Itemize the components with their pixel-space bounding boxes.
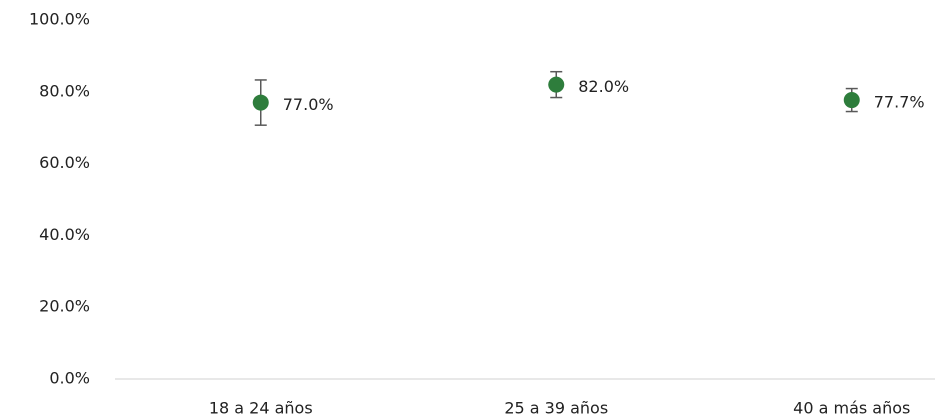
dot [548,76,565,93]
x-tick-label: 40 a más años [793,399,910,418]
y-tick-label: 40.0% [39,225,90,244]
y-tick-label: 80.0% [39,81,90,100]
y-tick-label: 20.0% [39,297,90,316]
y-tick-label: 60.0% [39,153,90,172]
y-tick-label: 100.0% [29,10,90,29]
x-tick-label: 18 a 24 años [209,399,313,418]
y-tick-label: 0.0% [49,369,90,388]
data-label: 82.0% [578,77,629,96]
data-label: 77.0% [283,95,334,114]
dot [843,92,860,109]
x-tick-label: 25 a 39 años [504,399,608,418]
dot [252,94,269,111]
data-label: 77.7% [874,93,925,112]
